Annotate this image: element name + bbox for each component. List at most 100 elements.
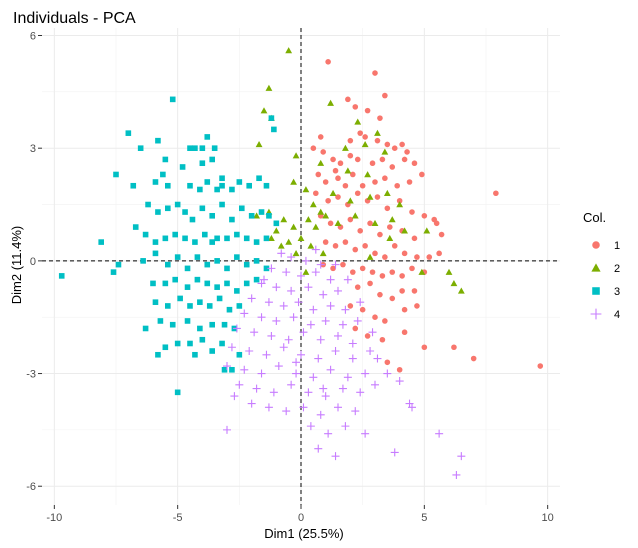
point-group-3 [199, 145, 206, 151]
point-group-3 [187, 340, 193, 347]
point-group-3 [221, 321, 228, 328]
y-tick-label: 6 [30, 31, 36, 43]
point-group-2 [302, 186, 310, 193]
point-group-4 [301, 256, 310, 265]
point-group-2 [317, 159, 325, 166]
point-group-4 [311, 268, 320, 277]
point-group-1 [342, 182, 349, 189]
point-group-4 [260, 275, 268, 284]
point-group-4 [321, 392, 330, 401]
point-group-3 [271, 126, 277, 133]
point-group-3 [197, 299, 203, 305]
point-group-1 [421, 344, 428, 351]
point-group-4 [366, 347, 375, 356]
legend-key-2 [591, 263, 601, 272]
point-group-3 [189, 216, 196, 223]
point-group-3 [125, 130, 132, 136]
point-group-4 [292, 369, 301, 378]
point-group-4 [306, 320, 315, 329]
point-group-4 [319, 384, 328, 393]
point-group-4 [356, 298, 365, 307]
point-group-3 [152, 239, 159, 245]
point-group-4 [452, 470, 461, 479]
point-group-1 [357, 228, 364, 234]
point-group-4 [264, 298, 273, 307]
point-group-4 [338, 320, 347, 329]
point-group-3 [174, 254, 181, 260]
point-group-1 [374, 194, 381, 200]
point-group-4 [299, 403, 308, 412]
point-group-1 [347, 152, 354, 159]
point-group-1 [401, 329, 408, 336]
point-group-1 [384, 359, 391, 366]
point-group-3 [132, 224, 139, 230]
point-group-2 [329, 189, 337, 196]
point-group-2 [450, 280, 458, 287]
point-group-3 [192, 239, 198, 245]
point-group-4 [331, 347, 340, 356]
legend-label-2: 2 [614, 263, 620, 275]
point-group-2 [423, 227, 431, 234]
point-group-3 [179, 164, 186, 170]
point-group-2 [371, 219, 379, 227]
point-group-3 [150, 280, 156, 287]
point-group-3 [211, 145, 218, 151]
point-group-4 [316, 260, 325, 269]
point-group-3 [221, 366, 228, 373]
point-group-2 [344, 167, 352, 174]
point-group-3 [58, 273, 65, 279]
point-group-3 [113, 171, 119, 178]
point-group-2 [292, 249, 300, 257]
point-group-4 [334, 286, 342, 295]
point-group-2 [342, 144, 349, 151]
point-group-2 [396, 201, 404, 208]
point-group-2 [319, 249, 327, 257]
point-group-1 [354, 156, 361, 163]
point-group-4 [395, 377, 404, 386]
point-group-1 [384, 205, 391, 212]
point-group-2 [364, 171, 371, 178]
point-group-3 [152, 299, 159, 305]
point-group-4 [299, 328, 308, 337]
point-group-2 [285, 47, 293, 54]
point-group-3 [160, 171, 166, 178]
point-group-2 [366, 193, 374, 200]
point-group-2 [354, 118, 362, 125]
point-group-3 [197, 325, 203, 332]
point-group-4 [297, 271, 305, 280]
point-group-1 [322, 239, 329, 245]
point-group-3 [204, 134, 211, 140]
point-group-1 [414, 254, 420, 260]
legend-label-3: 3 [614, 286, 620, 298]
point-group-2 [285, 238, 293, 245]
point-group-4 [304, 388, 313, 397]
point-group-3 [192, 145, 198, 151]
point-group-4 [331, 452, 340, 461]
point-group-3 [263, 235, 270, 242]
point-group-3 [234, 231, 240, 238]
point-group-1 [340, 261, 346, 268]
point-group-1 [399, 273, 405, 279]
point-group-1 [401, 156, 408, 163]
point-group-1 [332, 167, 339, 174]
point-group-3 [204, 261, 211, 268]
point-group-3 [209, 321, 215, 328]
point-group-4 [297, 350, 305, 359]
point-group-3 [187, 303, 193, 309]
point-group-2 [260, 107, 268, 114]
point-group-2 [317, 208, 325, 215]
point-group-3 [155, 137, 161, 144]
point-group-1 [352, 104, 359, 110]
point-group-4 [287, 380, 296, 389]
point-group-1 [438, 231, 445, 238]
point-group-1 [399, 141, 405, 148]
point-group-2 [312, 223, 320, 230]
point-group-4 [227, 343, 236, 352]
point-group-4 [324, 429, 333, 438]
point-group-1 [419, 171, 425, 178]
point-group-4 [309, 373, 318, 382]
point-group-1 [470, 355, 477, 362]
point-group-3 [234, 254, 240, 260]
point-group-4 [435, 429, 444, 438]
